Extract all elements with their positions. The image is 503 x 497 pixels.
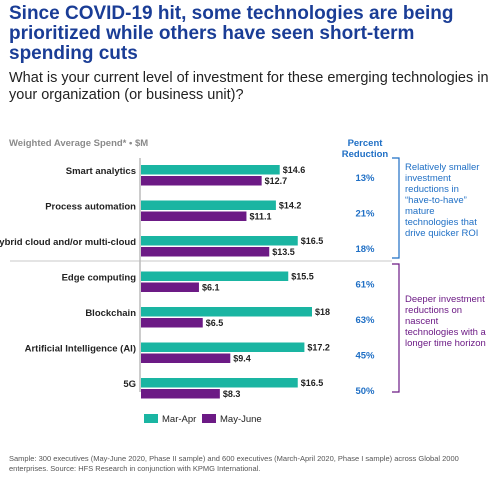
bar-mar-apr-hybrid-cloud-and-or-multi-cloud	[141, 236, 298, 246]
legend-label-may-june: May-June	[220, 414, 262, 425]
percent-reduction-artificial-intelligence-ai: 45%	[355, 351, 375, 362]
bracket-mature	[392, 157, 400, 259]
legend-item-mar-apr: Mar-Apr	[144, 414, 196, 425]
percent-reduction-hybrid-cloud-and-or-multi-cloud: 18%	[355, 244, 375, 255]
bar-mar-apr-edge-computing	[141, 271, 289, 281]
percent-reduction-smart-analytics: 13%	[355, 173, 375, 184]
category-label-artificial-intelligence-ai: Artificial Intelligence (AI)	[25, 344, 136, 355]
group-note-nascent: Deeper investment reductions on nascent …	[405, 294, 486, 349]
bar-may-june-5g	[141, 389, 220, 399]
axis-title: Weighted Average Spend* • $M	[9, 138, 149, 149]
percent-reduction-blockchain: 63%	[355, 315, 375, 326]
footnote: Sample: 300 executives (May-June 2020, P…	[9, 454, 459, 473]
percent-reduction-process-automation: 21%	[355, 209, 375, 220]
bar-may-june-edge-computing	[141, 282, 199, 292]
category-label-edge-computing: Edge computing	[62, 273, 137, 284]
group-note-mature: Relatively smaller investment reductions…	[405, 162, 480, 239]
data-label-may-june-5g: $8.3	[223, 389, 241, 399]
percent-reduction-5g: 50%	[355, 386, 375, 397]
data-label-mar-apr-process-automation: $14.2	[279, 201, 302, 211]
category-label-smart-analytics: Smart analytics	[66, 166, 136, 177]
bar-mar-apr-smart-analytics	[141, 165, 280, 175]
bar-mar-apr-process-automation	[141, 200, 276, 210]
data-label-mar-apr-hybrid-cloud-and-or-multi-cloud: $16.5	[301, 236, 324, 246]
chart-title: Since COVID-19 hit, some technologies ar…	[9, 3, 454, 64]
data-label-mar-apr-artificial-intelligence-ai: $17.2	[307, 343, 330, 353]
bar-may-june-hybrid-cloud-and-or-multi-cloud	[141, 247, 270, 257]
legend-label-mar-apr: Mar-Apr	[162, 414, 197, 425]
data-label-may-june-process-automation: $11.1	[249, 212, 271, 222]
data-label-may-june-edge-computing: $6.1	[202, 283, 220, 293]
legend-swatch-mar-apr	[144, 414, 158, 423]
percent-reduction-header: Percent Reduction	[341, 138, 389, 160]
bar-may-june-smart-analytics	[141, 176, 262, 186]
data-label-mar-apr-smart-analytics: $14.6	[283, 165, 306, 175]
bar-may-june-process-automation	[141, 211, 247, 221]
data-label-may-june-smart-analytics: $12.7	[265, 176, 288, 186]
category-label-hybrid-cloud-and-or-multi-cloud: Hybrid cloud and/or multi-cloud	[0, 237, 136, 248]
bar-may-june-blockchain	[141, 318, 203, 328]
bar-mar-apr-5g	[141, 378, 298, 388]
percent-reduction-edge-computing: 61%	[355, 280, 375, 291]
data-label-mar-apr-5g: $16.5	[301, 378, 324, 388]
data-label-mar-apr-blockchain: $18	[315, 307, 330, 317]
category-label-process-automation: Process automation	[45, 202, 136, 213]
bar-mar-apr-artificial-intelligence-ai	[141, 342, 305, 352]
data-label-may-june-blockchain: $6.5	[206, 318, 224, 328]
category-label-5g: 5G	[123, 379, 136, 390]
data-label-may-june-hybrid-cloud-and-or-multi-cloud: $13.5	[272, 247, 295, 257]
data-label-mar-apr-edge-computing: $15.5	[291, 272, 314, 282]
legend-item-may-june: May-June	[202, 414, 262, 425]
chart-subtitle: What is your current level of investment…	[9, 70, 489, 103]
data-label-may-june-artificial-intelligence-ai: $9.4	[233, 354, 251, 364]
bar-may-june-artificial-intelligence-ai	[141, 353, 231, 363]
bar-mar-apr-blockchain	[141, 307, 312, 317]
bracket-nascent	[392, 263, 400, 393]
category-label-blockchain: Blockchain	[85, 308, 136, 319]
legend-swatch-may-june	[202, 414, 216, 423]
